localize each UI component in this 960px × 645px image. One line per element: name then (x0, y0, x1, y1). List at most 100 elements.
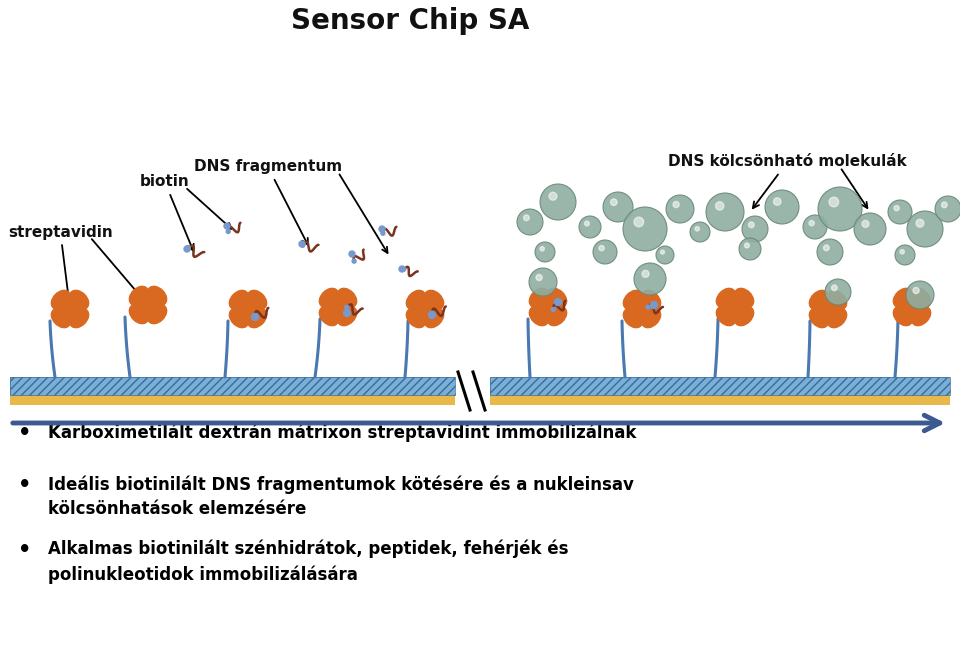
Circle shape (895, 245, 915, 265)
Circle shape (540, 246, 544, 251)
Circle shape (862, 221, 869, 228)
Circle shape (642, 270, 649, 277)
Circle shape (603, 192, 633, 222)
Circle shape (60, 299, 80, 319)
Circle shape (745, 243, 750, 248)
Circle shape (715, 202, 724, 210)
Circle shape (428, 312, 436, 319)
Bar (490, 377, 950, 395)
Text: DNS fragmentum: DNS fragmentum (194, 159, 342, 244)
Circle shape (900, 250, 904, 254)
Circle shape (328, 297, 348, 317)
Circle shape (651, 301, 658, 308)
Circle shape (765, 190, 799, 224)
Circle shape (906, 281, 934, 309)
Circle shape (252, 314, 256, 318)
Text: biotin: biotin (140, 175, 194, 250)
Ellipse shape (320, 288, 338, 308)
Circle shape (656, 246, 674, 264)
Circle shape (907, 211, 943, 247)
Circle shape (819, 299, 837, 319)
Ellipse shape (809, 290, 828, 310)
Bar (10, 395, 455, 405)
Ellipse shape (734, 306, 754, 326)
Ellipse shape (248, 309, 267, 328)
Circle shape (742, 216, 768, 242)
Circle shape (227, 230, 230, 233)
Circle shape (252, 313, 258, 321)
Ellipse shape (424, 309, 444, 328)
Circle shape (579, 216, 601, 238)
Ellipse shape (623, 309, 642, 328)
Circle shape (726, 297, 745, 317)
Circle shape (888, 200, 912, 224)
Ellipse shape (641, 309, 660, 328)
Ellipse shape (894, 306, 912, 326)
Circle shape (185, 246, 190, 250)
Circle shape (517, 209, 543, 235)
Ellipse shape (529, 306, 548, 326)
Circle shape (803, 215, 827, 239)
Text: Ideális biotinilált DNS fragmentumok kötésére és a nukleinsav
kölcsönhatások ele: Ideális biotinilált DNS fragmentumok köt… (48, 475, 634, 518)
Circle shape (381, 232, 385, 235)
Bar (10, 377, 455, 395)
Circle shape (345, 305, 348, 310)
Circle shape (706, 193, 744, 231)
Ellipse shape (52, 309, 70, 328)
Ellipse shape (52, 290, 70, 310)
Circle shape (902, 297, 922, 317)
Circle shape (749, 222, 755, 228)
Circle shape (402, 267, 406, 271)
Text: DNS kölcsönható molekulák: DNS kölcsönható molekulák (668, 155, 907, 208)
Circle shape (585, 221, 589, 226)
Circle shape (529, 268, 557, 296)
Ellipse shape (828, 290, 847, 310)
Ellipse shape (912, 306, 930, 326)
Ellipse shape (734, 288, 754, 308)
Text: Karboximetilált dextrán mátrixon streptavidint immobilizálnak: Karboximetilált dextrán mátrixon strepta… (48, 423, 636, 441)
Ellipse shape (338, 288, 356, 308)
Circle shape (379, 226, 385, 232)
Text: •: • (18, 540, 32, 560)
Circle shape (894, 206, 900, 211)
Circle shape (539, 297, 558, 317)
Circle shape (549, 192, 557, 200)
Circle shape (935, 196, 960, 222)
Circle shape (599, 246, 604, 251)
Ellipse shape (547, 288, 566, 308)
Circle shape (344, 310, 350, 317)
Text: •: • (18, 423, 32, 443)
Ellipse shape (70, 309, 88, 328)
Ellipse shape (828, 309, 847, 328)
Bar (490, 377, 950, 395)
Circle shape (666, 195, 694, 223)
Bar (490, 395, 950, 405)
Circle shape (535, 242, 555, 262)
Ellipse shape (894, 288, 912, 308)
Circle shape (854, 213, 886, 245)
Ellipse shape (912, 288, 930, 308)
Ellipse shape (406, 309, 425, 328)
Circle shape (399, 266, 405, 272)
Circle shape (825, 279, 851, 305)
Circle shape (540, 184, 576, 220)
Ellipse shape (338, 306, 356, 326)
Circle shape (831, 285, 837, 291)
Circle shape (429, 311, 434, 315)
Circle shape (224, 223, 230, 229)
Circle shape (555, 299, 562, 306)
Circle shape (739, 238, 761, 260)
Text: Sensor Chip SA: Sensor Chip SA (291, 7, 529, 35)
Ellipse shape (547, 306, 566, 326)
Ellipse shape (130, 304, 149, 324)
Ellipse shape (716, 306, 735, 326)
Circle shape (690, 222, 710, 242)
Text: streptavidin: streptavidin (8, 224, 112, 304)
Circle shape (416, 299, 435, 319)
Circle shape (184, 246, 190, 252)
Circle shape (634, 263, 666, 295)
Ellipse shape (70, 290, 88, 310)
Ellipse shape (320, 306, 338, 326)
Circle shape (673, 201, 679, 208)
Circle shape (829, 197, 839, 207)
